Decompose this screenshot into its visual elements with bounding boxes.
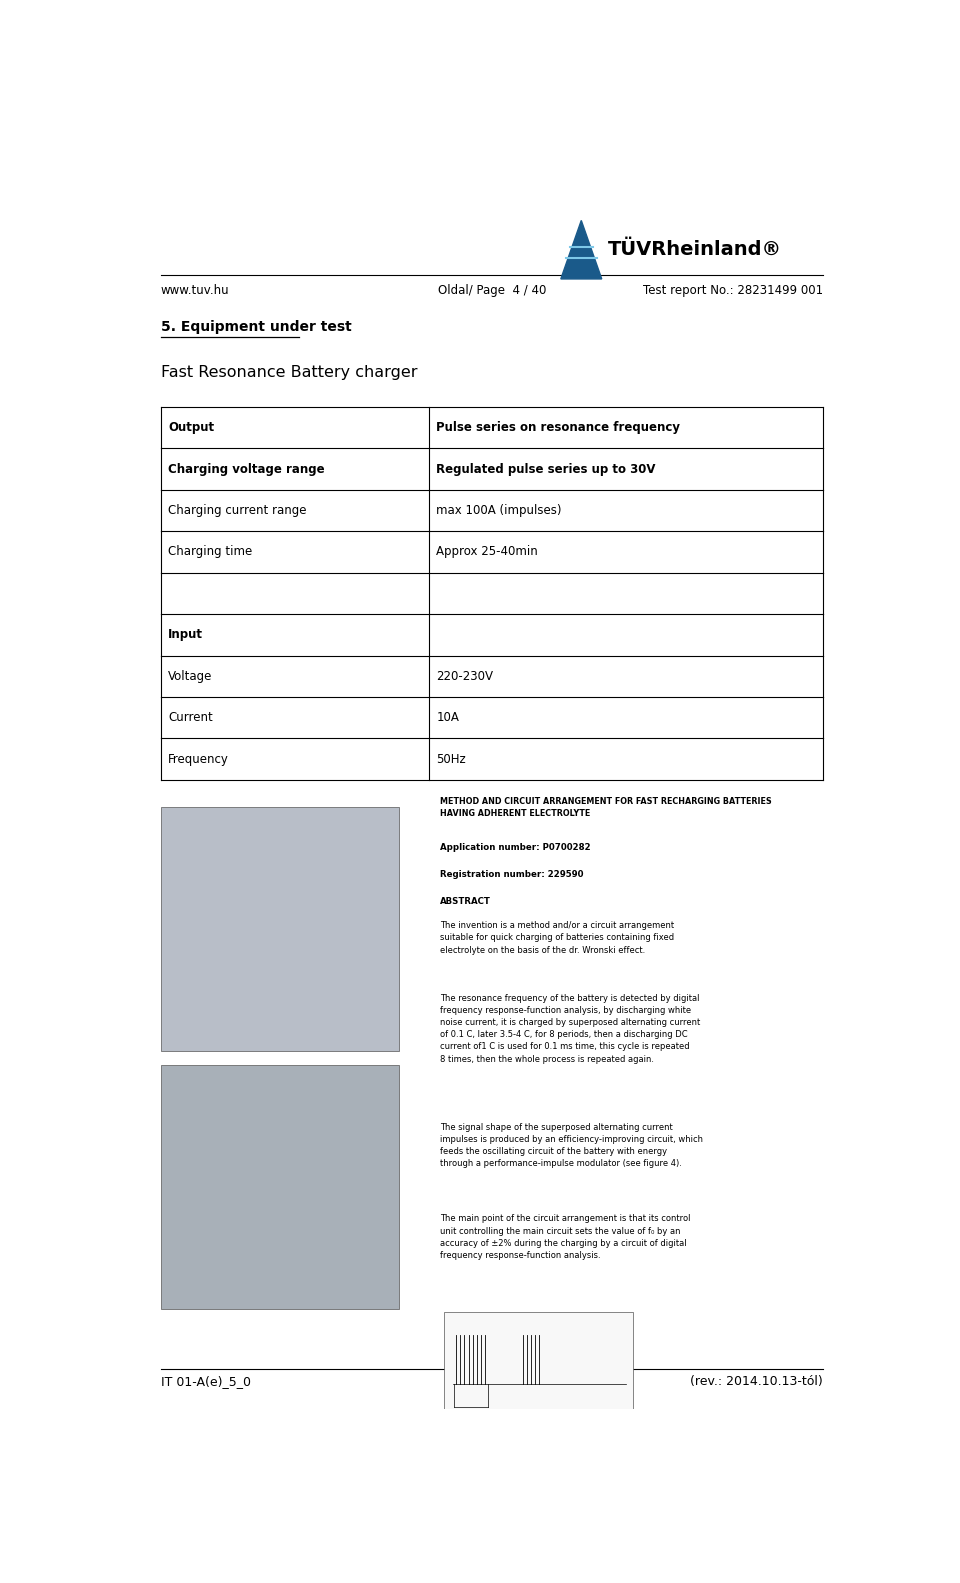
Text: 10A: 10A (436, 711, 459, 725)
Text: 220-230V: 220-230V (436, 670, 493, 682)
Text: max 100A (impulses): max 100A (impulses) (436, 503, 562, 518)
Text: IT 01-A(e)_5_0: IT 01-A(e)_5_0 (161, 1374, 251, 1388)
Text: The resonance frequency of the battery is detected by digital
frequency response: The resonance frequency of the battery i… (440, 994, 700, 1064)
Text: Pulse series on resonance frequency: Pulse series on resonance frequency (436, 421, 681, 434)
Text: 50Hz: 50Hz (436, 752, 466, 766)
Text: Registration number: 229590: Registration number: 229590 (440, 871, 584, 879)
Polygon shape (561, 220, 602, 279)
Text: Charging time: Charging time (168, 546, 252, 559)
Text: Charging voltage range: Charging voltage range (168, 462, 325, 475)
Text: www.tuv.hu: www.tuv.hu (161, 283, 229, 298)
Text: METHOD AND CIRCUIT ARRANGEMENT FOR FAST RECHARGING BATTERIES
HAVING ADHERENT ELE: METHOD AND CIRCUIT ARRANGEMENT FOR FAST … (440, 796, 772, 818)
Text: TÜVRheinland®: TÜVRheinland® (608, 241, 781, 260)
Text: Output: Output (168, 421, 214, 434)
Text: Frequency: Frequency (168, 752, 229, 766)
Text: Input: Input (168, 628, 204, 641)
Text: Approx 25-40min: Approx 25-40min (436, 546, 538, 559)
Bar (444, 1312, 634, 1428)
Text: Test report No.: 28231499 001: Test report No.: 28231499 001 (643, 283, 823, 298)
Text: Oldal/ Page  4 / 40: Oldal/ Page 4 / 40 (438, 283, 546, 298)
Text: Voltage: Voltage (168, 670, 213, 682)
Text: Fast Resonance Battery charger: Fast Resonance Battery charger (161, 366, 418, 380)
Bar (161, 807, 399, 1051)
Text: ABSTRACT: ABSTRACT (440, 898, 491, 905)
Bar (161, 1065, 399, 1309)
Text: The signal shape of the superposed alternating current
impulses is produced by a: The signal shape of the superposed alter… (440, 1122, 703, 1168)
Text: Regulated pulse series up to 30V: Regulated pulse series up to 30V (436, 462, 656, 475)
Text: The invention is a method and/or a circuit arrangement
suitable for quick chargi: The invention is a method and/or a circu… (440, 921, 674, 955)
Text: The main point of the circuit arrangement is that its control
unit controlling t: The main point of the circuit arrangemen… (440, 1214, 690, 1260)
Text: 5. Equipment under test: 5. Equipment under test (161, 320, 351, 334)
Text: Charging current range: Charging current range (168, 503, 307, 518)
Text: Current: Current (168, 711, 213, 725)
Text: Application number: P0700282: Application number: P0700282 (440, 844, 590, 852)
Text: (rev.: 2014.10.13-tól): (rev.: 2014.10.13-tól) (690, 1374, 823, 1388)
